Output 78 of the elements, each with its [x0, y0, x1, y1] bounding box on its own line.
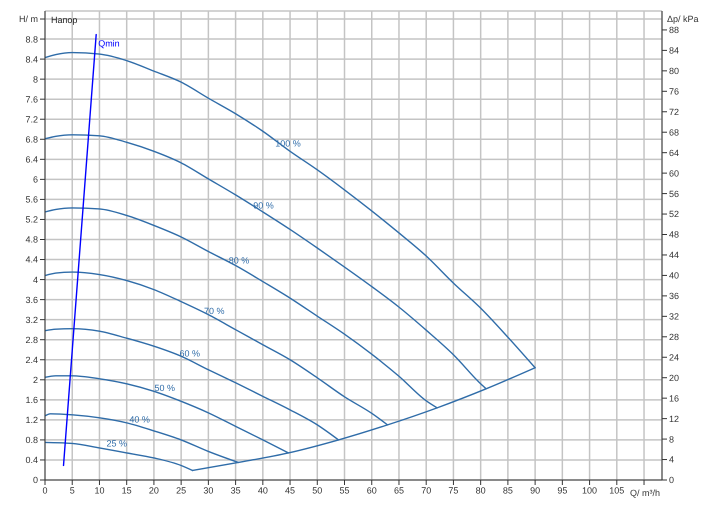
- x-tick-label: 50: [312, 485, 322, 496]
- series-label: 25 %: [106, 438, 128, 448]
- y-tick-label: 7.2: [25, 114, 38, 124]
- y-tick-label: 6: [32, 174, 38, 185]
- x-tick-label: 65: [394, 485, 404, 496]
- y-tick-label: 4.4: [25, 254, 38, 265]
- y-tick-label: 3.2: [25, 314, 38, 325]
- y-tick-label: 0: [32, 475, 38, 486]
- series-label: 90 %: [253, 200, 274, 211]
- x-tick-label: 55: [340, 485, 350, 496]
- y2-tick-label: 44: [669, 250, 680, 260]
- y2-axis-title: Δp/ kPa: [667, 14, 699, 24]
- x-tick-label: 80: [476, 485, 486, 496]
- x-axis-title: Q/ m³/h: [630, 488, 660, 498]
- y2-tick-label: 76: [669, 86, 680, 96]
- x-tick-label: 70: [421, 485, 432, 496]
- y-tick-label: 8.4: [25, 54, 38, 64]
- series-label: 40 %: [129, 414, 150, 424]
- y-tick-label: 0.4: [25, 455, 38, 466]
- y2-tick-label: 52: [669, 209, 680, 220]
- x-tick-label: 85: [502, 485, 513, 496]
- y-tick-label: 7.6: [25, 94, 38, 104]
- y2-tick-label: 20: [669, 372, 680, 383]
- y2-tick-label: 12: [669, 414, 680, 424]
- y2-tick-label: 80: [669, 66, 680, 76]
- y2-tick-label: 36: [669, 291, 680, 302]
- y2-tick-label: 28: [669, 332, 680, 342]
- y2-tick-label: 8: [669, 434, 674, 444]
- y2-tick-label: 16: [669, 393, 680, 404]
- y-tick-label: 8.8: [25, 34, 38, 44]
- y-tick-label: 6.4: [25, 154, 38, 165]
- y2-tick-label: 60: [669, 168, 680, 178]
- x-tick-label: 10: [94, 485, 104, 496]
- y-tick-label: 8: [32, 74, 38, 84]
- x-tick-label: 60: [366, 485, 377, 496]
- x-tick-label: 40: [258, 485, 268, 496]
- x-tick-label: 25: [176, 485, 186, 496]
- series-label: Qmin: [98, 38, 120, 49]
- x-tick-label: 95: [557, 485, 568, 496]
- y-tick-label: 5.2: [25, 214, 38, 225]
- y-axis-title: H/ m: [19, 14, 38, 24]
- y2-tick-label: 72: [669, 106, 680, 117]
- y2-tick-label: 48: [669, 230, 680, 240]
- y-tick-label: 1.6: [25, 395, 38, 406]
- y2-tick-label: 32: [669, 312, 680, 322]
- y2-tick-label: 0: [669, 475, 674, 486]
- x-tick-label: 105: [609, 485, 624, 496]
- x-tick-label: 75: [448, 485, 458, 496]
- x-tick-label: 30: [203, 485, 214, 496]
- y-tick-label: 2.8: [25, 334, 38, 345]
- y2-tick-label: 84: [669, 46, 680, 56]
- chart-title: Напор: [51, 15, 78, 25]
- y-tick-label: 6.8: [25, 134, 38, 144]
- y2-tick-label: 24: [669, 352, 680, 362]
- y-tick-label: 5.6: [25, 194, 38, 205]
- x-tick-label: 5: [70, 485, 75, 496]
- x-tick-label: 45: [285, 485, 296, 496]
- y2-tick-label: 40: [669, 270, 680, 281]
- x-tick-label: 90: [530, 485, 540, 496]
- y-tick-label: 1.2: [25, 415, 38, 426]
- y-tick-label: 2.4: [25, 354, 38, 365]
- x-tick-label: 20: [148, 485, 159, 496]
- x-tick-label: 0: [42, 485, 48, 496]
- series-label: 60 %: [180, 348, 200, 359]
- y-tick-label: 2: [32, 374, 38, 385]
- y2-tick-label: 56: [669, 188, 680, 199]
- y2-tick-label: 68: [669, 127, 680, 138]
- x-tick-label: 35: [230, 485, 241, 496]
- y2-tick-label: 64: [669, 148, 680, 158]
- x-tick-label: 15: [122, 485, 132, 496]
- y-tick-label: 4: [32, 274, 38, 285]
- y2-tick-label: 4: [669, 454, 674, 465]
- y-tick-label: 4.8: [25, 234, 38, 245]
- y-tick-label: 3.6: [25, 294, 38, 305]
- x-tick-label: 100: [582, 485, 598, 496]
- y-tick-label: 0.8: [25, 435, 38, 446]
- series-label: 50 %: [154, 383, 175, 394]
- y2-tick-label: 88: [669, 25, 680, 36]
